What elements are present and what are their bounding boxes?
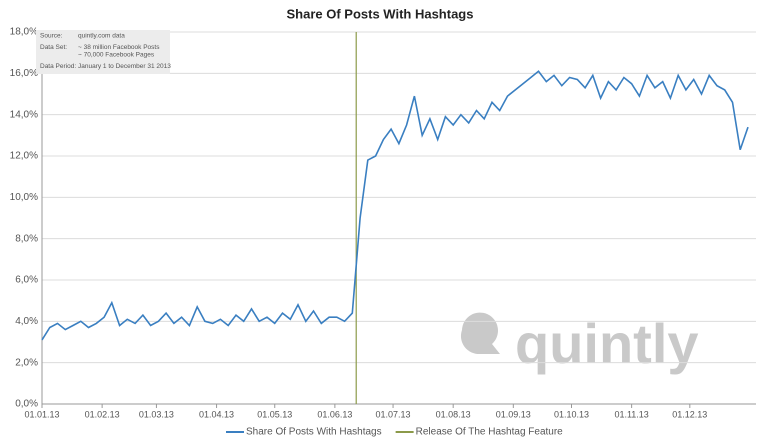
x-tick-label: 01.04.13	[199, 409, 234, 419]
legend-label: Release Of The Hashtag Feature	[416, 427, 564, 438]
y-tick-label: 2,0%	[15, 357, 38, 368]
x-tick-label: 01.10.13	[554, 409, 589, 419]
info-text: ~ 70,000 Facebook Pages	[78, 52, 155, 59]
x-tick-label: 01.08.13	[436, 409, 471, 419]
info-box: Source: quintly.com data Data Set: ~ 38 mil…	[36, 30, 171, 74]
data-line	[41, 70, 749, 341]
x-tick-label: 01.11.13	[614, 409, 648, 419]
y-tick-label: 4,0%	[15, 316, 38, 327]
info-box-bg	[36, 30, 170, 74]
info-text: January 1 to December 31 2013	[78, 63, 171, 70]
chart-title: Share Of Posts With Hashtags	[287, 6, 474, 21]
x-tick-label: 01.07.13	[376, 409, 411, 419]
y-tick-label: 8,0%	[15, 233, 38, 244]
x-tick-label: 01.05.13	[257, 409, 292, 419]
y-tick-label: 10,0%	[10, 192, 38, 203]
x-tick-label: 01.01.13	[24, 409, 59, 419]
watermark-logo	[460, 312, 500, 355]
info-label: Source:	[40, 33, 63, 40]
x-tick-label: 01.03.13	[139, 409, 174, 419]
y-tick-label: 14,0%	[10, 109, 38, 120]
info-label: Data Period:	[40, 63, 76, 70]
x-tick-label: 01.06.13	[317, 409, 352, 419]
x-tick-label: 01.12.13	[672, 409, 707, 419]
y-tick-label: 0,0%	[15, 399, 38, 410]
y-tick-label: 16,0%	[10, 68, 38, 79]
y-tick-label: 18,0%	[10, 27, 38, 38]
info-label: Data Set:	[40, 44, 67, 51]
y-tick-label: 12,0%	[10, 151, 38, 162]
y-tick-label: 6,0%	[15, 275, 38, 286]
x-tick-label: 01.09.13	[496, 409, 531, 419]
info-text: quintly.com data	[78, 33, 125, 40]
x-tick-label: 01.02.13	[85, 409, 120, 419]
info-text: ~ 38 million Facebook Posts	[78, 44, 160, 51]
watermark: quintly	[515, 312, 699, 375]
legend-label: Share Of Posts With Hashtags	[246, 427, 382, 438]
